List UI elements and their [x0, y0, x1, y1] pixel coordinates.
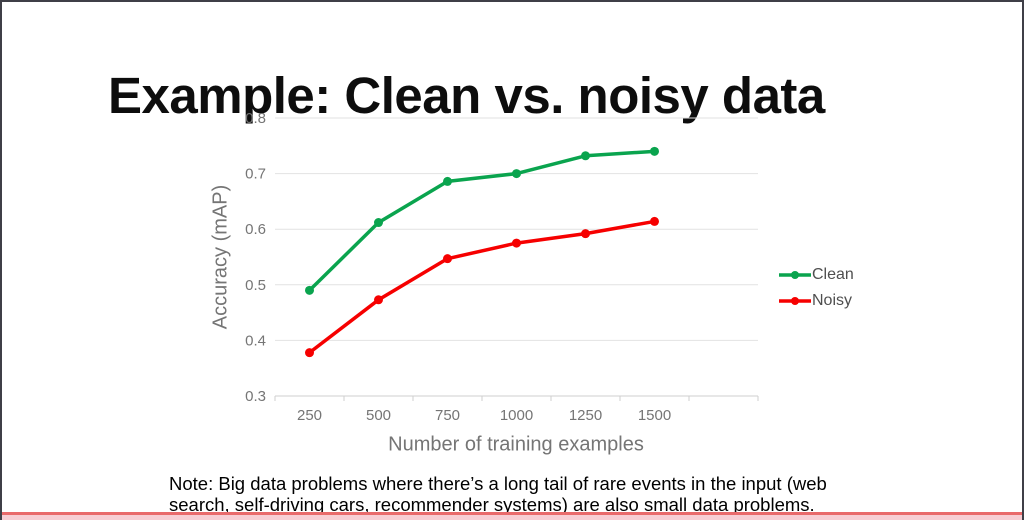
gridlines: [275, 117, 758, 397]
svg-text:0.4: 0.4: [245, 332, 266, 349]
series-noisy: [305, 216, 659, 358]
svg-text:250: 250: [297, 407, 322, 424]
legend-label-clean: Clean: [812, 266, 854, 283]
note-line-1: Note: Big data problems where there’s a …: [169, 473, 827, 494]
legend-item-clean: Clean: [779, 264, 854, 286]
x-axis-title: Number of training examples: [388, 433, 644, 456]
x-axis-ticks: [274, 396, 759, 401]
series-clean: [305, 146, 659, 295]
y-tick-labels: 0.80.70.60.50.40.3: [245, 110, 266, 405]
legend-label-noisy: Noisy: [812, 292, 853, 309]
svg-text:750: 750: [435, 407, 460, 424]
svg-text:500: 500: [366, 407, 391, 424]
svg-text:0.7: 0.7: [245, 166, 266, 183]
svg-text:0.3: 0.3: [245, 388, 266, 405]
note-line-2: search, self-driving cars, recommender s…: [169, 493, 815, 515]
svg-text:0.6: 0.6: [245, 221, 266, 238]
svg-text:1500: 1500: [638, 407, 671, 424]
clean-series-marker-icon: [779, 271, 811, 279]
svg-text:0.5: 0.5: [245, 277, 266, 294]
x-tick-labels: 250 500 750 1000 1250 1500: [297, 407, 671, 424]
chart-legend: Clean Noisy: [779, 264, 854, 316]
slide-title: Example: Clean vs. noisy data: [108, 67, 825, 125]
note-text: Note: Big data problems where there’s a …: [169, 473, 827, 515]
legend-item-noisy: Noisy: [779, 290, 854, 312]
y-axis-title: Accuracy (mAP): [209, 184, 232, 330]
svg-text:1000: 1000: [500, 407, 533, 424]
noisy-series-marker-icon: [779, 297, 811, 305]
svg-text:1250: 1250: [569, 407, 602, 424]
next-slide-edge: [2, 512, 1022, 520]
